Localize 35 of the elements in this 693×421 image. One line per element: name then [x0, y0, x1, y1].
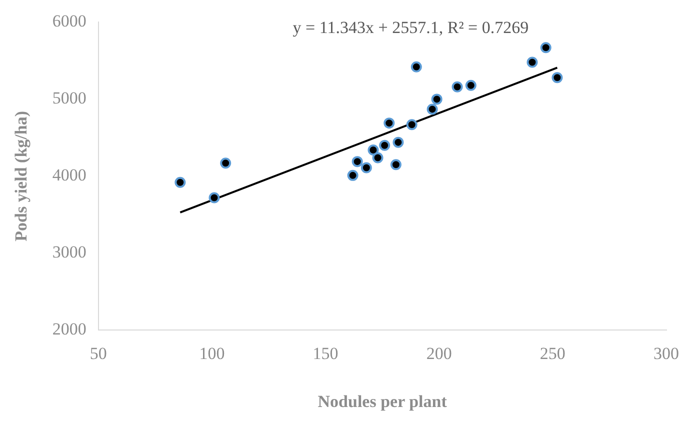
point	[390, 159, 402, 170]
x-tick-label: 300	[654, 344, 679, 363]
point	[174, 176, 186, 188]
y-tick-label: 2000	[52, 320, 86, 339]
x-tick-label: 50	[90, 344, 107, 363]
point	[372, 152, 384, 164]
point	[220, 158, 232, 169]
point	[347, 170, 358, 181]
point	[426, 104, 438, 115]
y-tick-label: 3000	[52, 242, 86, 262]
y-tick-label: 5000	[52, 88, 86, 108]
y-axis-title: Pods yield (kg/ha)	[12, 111, 31, 242]
x-axis-title: Nodules per plant	[318, 392, 448, 412]
x-tick-label: 150	[312, 344, 338, 363]
point	[540, 42, 552, 54]
point	[352, 156, 363, 168]
point	[431, 94, 442, 105]
point	[526, 56, 538, 68]
point	[208, 192, 220, 204]
point	[360, 162, 372, 174]
point	[384, 118, 395, 129]
annotation: y = 11.343x + 2557.1, R² = 0.7269	[292, 18, 529, 38]
point	[392, 136, 404, 148]
x-tick-label: 100	[199, 344, 225, 363]
point	[465, 80, 476, 91]
point	[379, 140, 390, 151]
y-tick-label: 4000	[52, 166, 86, 185]
point	[452, 81, 463, 92]
y-tick-label: 6000	[52, 12, 86, 31]
point	[406, 119, 418, 130]
point	[368, 144, 379, 156]
point	[410, 61, 422, 72]
point	[552, 72, 563, 84]
x-tick-label: 250	[540, 344, 566, 363]
x-tick-label: 200	[426, 344, 452, 363]
